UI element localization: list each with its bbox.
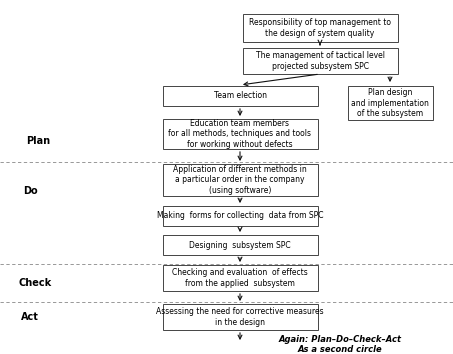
Text: Check: Check [19,278,52,288]
Text: The management of tactical level
projected subsystem SPC: The management of tactical level project… [255,51,385,71]
Text: Team election: Team election [213,91,266,101]
FancyBboxPatch shape [163,265,318,291]
Text: Responsibility of top management to
the design of system quality: Responsibility of top management to the … [249,18,391,38]
Text: Designing  subsystem SPC: Designing subsystem SPC [189,240,291,250]
Text: Act: Act [21,312,39,322]
FancyBboxPatch shape [242,14,397,42]
FancyBboxPatch shape [163,304,318,330]
FancyBboxPatch shape [163,235,318,255]
Text: Education team members
for all methods, techniques and tools
for working without: Education team members for all methods, … [169,119,312,149]
Text: Assessing the need for corrective measures
in the design: Assessing the need for corrective measur… [156,307,324,327]
Text: Again: Plan–Do–Check–Act: Again: Plan–Do–Check–Act [279,336,401,344]
Text: Plan design
and implementation
of the subsystem: Plan design and implementation of the su… [351,88,429,118]
Text: Making  forms for collecting  data from SPC: Making forms for collecting data from SP… [157,211,323,221]
Text: Checking and evaluation  of effects
from the applied  subsystem: Checking and evaluation of effects from … [172,268,308,288]
FancyBboxPatch shape [163,206,318,226]
FancyBboxPatch shape [163,119,318,149]
Text: Plan: Plan [26,136,50,146]
FancyBboxPatch shape [242,48,397,74]
Text: As a second circle: As a second circle [298,344,382,354]
Text: Do: Do [23,186,37,196]
FancyBboxPatch shape [163,86,318,106]
Text: Application of different methods in
a particular order in the company
(using sof: Application of different methods in a pa… [173,165,307,195]
FancyBboxPatch shape [163,164,318,196]
FancyBboxPatch shape [347,86,433,120]
